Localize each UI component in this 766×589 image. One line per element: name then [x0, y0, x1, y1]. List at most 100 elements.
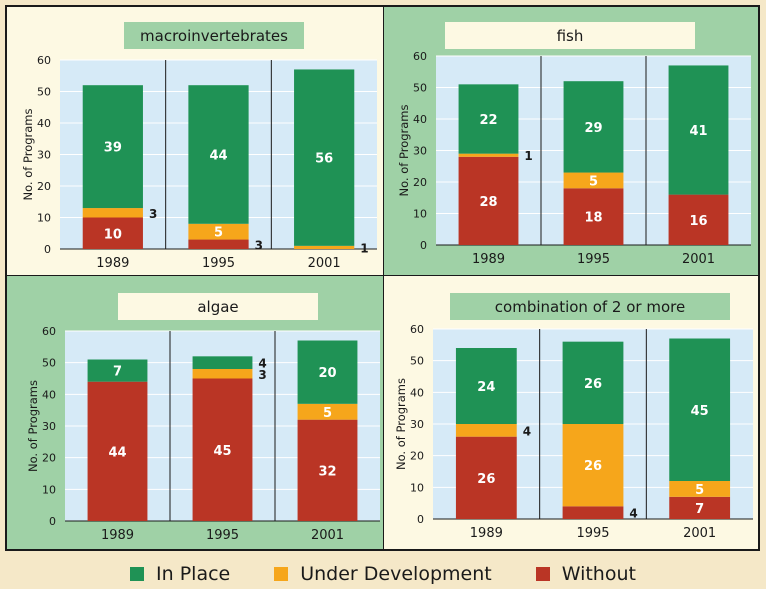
data-label-in-place-1989: 39	[104, 141, 122, 156]
data-label-in-place-2001: 41	[689, 124, 707, 139]
panel-title: macroinvertebrates	[140, 27, 288, 45]
y-tick-label: 0	[49, 515, 56, 528]
data-label-in-place-1989: 24	[477, 380, 495, 395]
x-tick-label: 2001	[683, 526, 716, 541]
data-label-in-place-1995: 4	[258, 357, 266, 371]
bar-under-development-1995	[562, 424, 624, 507]
x-tick-label: 1989	[101, 528, 134, 543]
chart-panel-4: combination of 2 or more 0 10 20 30 40 50 60 No.…	[384, 276, 758, 549]
data-label-without-1989: 26	[477, 472, 495, 487]
bar-without-2001	[297, 419, 358, 521]
bar-under-development-1995	[563, 172, 624, 189]
y-tick-label: 10	[410, 481, 424, 494]
legend-item-without: Without	[535, 563, 636, 585]
bar-in-place-1989	[455, 348, 517, 424]
data-label-without-1995: 3	[255, 238, 263, 252]
data-label-without-1995: 18	[584, 211, 602, 226]
bar-without-2001	[668, 194, 729, 245]
bar-under-development-1989	[455, 424, 517, 437]
y-tick-label: 40	[42, 388, 56, 401]
y-tick-label: 40	[413, 113, 427, 126]
data-label-under-development-1995: 5	[214, 226, 223, 241]
x-tick-label: 1989	[96, 256, 129, 271]
legend: In Place Under Development Without	[0, 562, 766, 586]
y-axis-label: No. of Programs	[21, 108, 35, 200]
legend-label-without: Without	[561, 563, 636, 585]
data-label-without-1995: 45	[213, 444, 231, 459]
y-tick-label: 50	[413, 82, 427, 95]
y-tick-label: 40	[37, 117, 51, 130]
data-label-under-development-1989: 1	[524, 149, 532, 163]
legend-label-under-development: Under Development	[300, 563, 492, 585]
data-label-without-2001: 32	[318, 464, 336, 479]
chart-panel-2: fish 0 10 20 30 40 50 60 No. of Programs 28 1 22 198…	[384, 7, 758, 275]
y-tick-label: 50	[410, 355, 424, 368]
x-tick-label: 2001	[308, 256, 341, 271]
y-tick-label: 50	[37, 86, 51, 99]
y-tick-label: 30	[37, 149, 51, 162]
data-label-without-1989: 10	[104, 227, 122, 242]
y-axis-label: No. of Programs	[397, 104, 411, 196]
bar-without-1995	[563, 188, 624, 245]
x-tick-label: 1989	[470, 526, 503, 541]
data-label-under-development-1995: 3	[258, 368, 266, 382]
bar-without-1989	[458, 156, 519, 245]
data-label-without-2001: 16	[689, 214, 707, 229]
panel-title-box	[118, 293, 318, 320]
data-label-in-place-2001: 56	[315, 152, 333, 167]
bar-in-place-1995	[188, 85, 249, 224]
y-tick-label: 0	[417, 513, 424, 526]
data-label-without-1989: 28	[479, 195, 497, 210]
y-tick-label: 30	[42, 420, 56, 433]
bar-without-1995	[562, 506, 624, 519]
data-label-in-place-1995: 29	[584, 121, 602, 136]
data-label-in-place-2001: 20	[318, 366, 336, 381]
data-label-without-1995: 4	[629, 507, 637, 521]
data-label-in-place-1989: 7	[113, 365, 122, 380]
y-tick-label: 50	[42, 357, 56, 370]
bar-without-1989	[455, 436, 517, 519]
bar-in-place-1995	[562, 341, 624, 424]
bar-under-development-2001	[294, 245, 355, 249]
legend-swatch-under-development	[274, 567, 289, 581]
x-tick-label: 1995	[206, 528, 239, 543]
x-tick-label: 2001	[311, 528, 344, 543]
bar-under-development-2001	[297, 403, 358, 420]
panel-title: fish	[557, 27, 584, 45]
data-label-under-development-2001: 1	[360, 241, 368, 255]
bar-in-place-2001	[297, 340, 358, 404]
bar-without-1995	[188, 239, 249, 249]
data-label-under-development-2001: 5	[695, 483, 704, 498]
y-tick-label: 0	[420, 239, 427, 252]
y-tick-label: 60	[413, 50, 427, 63]
bar-in-place-1989	[82, 85, 143, 209]
y-tick-label: 20	[42, 452, 56, 465]
data-label-under-development-1995: 26	[584, 459, 602, 474]
bar-under-development-1995	[188, 223, 249, 240]
panel-title-box	[450, 293, 730, 320]
y-tick-label: 40	[410, 386, 424, 399]
y-tick-label: 20	[410, 450, 424, 463]
legend-label-in-place: In Place	[156, 563, 231, 585]
y-tick-label: 20	[413, 176, 427, 189]
y-tick-label: 30	[410, 418, 424, 431]
y-tick-label: 10	[37, 212, 51, 225]
y-tick-label: 30	[413, 145, 427, 158]
chart-figure: macroinvertebrates 0 10 20 30 40 50 60 No. of Pr…	[5, 5, 760, 551]
bar-under-development-1995	[192, 369, 253, 379]
data-label-without-2001: 7	[695, 502, 704, 517]
data-label-in-place-1995: 44	[209, 149, 227, 164]
bar-without-1989	[82, 217, 143, 249]
bar-in-place-2001	[294, 69, 355, 246]
bar-in-place-1989	[458, 84, 519, 154]
y-axis-label: No. of Programs	[26, 380, 40, 472]
panel-title-box	[124, 22, 304, 49]
legend-item-under-development: Under Development	[274, 563, 492, 585]
data-label-in-place-1995: 26	[584, 377, 602, 392]
data-label-under-development-1989: 3	[149, 207, 157, 221]
bar-under-development-1989	[458, 153, 519, 157]
data-label-under-development-1989: 4	[523, 424, 531, 438]
bar-in-place-1995	[563, 81, 624, 173]
bar-in-place-2001	[669, 338, 731, 481]
